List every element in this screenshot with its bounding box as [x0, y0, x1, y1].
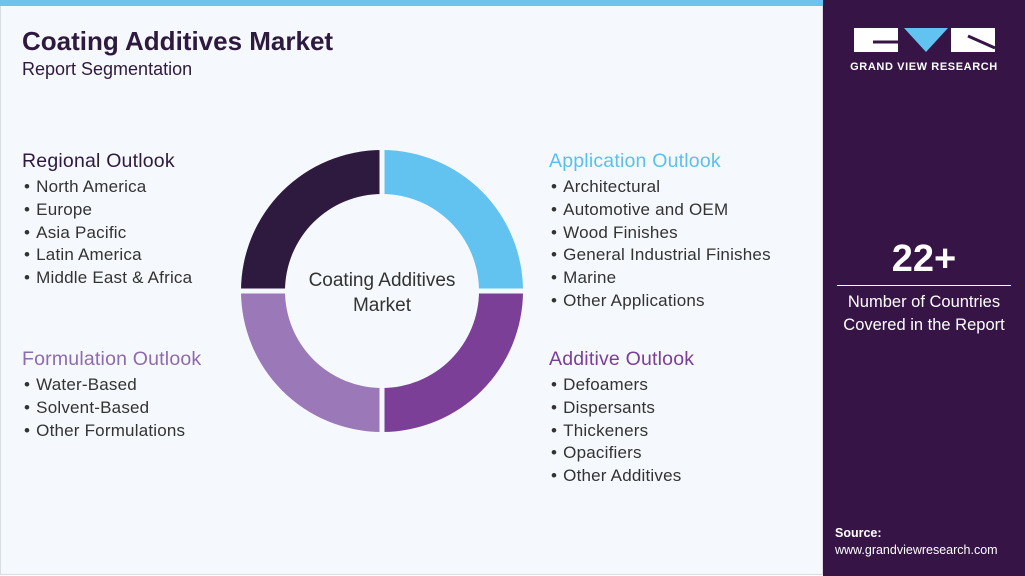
stat-label: Number of Countries Covered in the Repor…: [843, 293, 1005, 334]
segment-title: Formulation Outlook: [22, 348, 202, 370]
title: Coating Additives Market: [22, 26, 334, 56]
stat-value: 22+: [891, 238, 957, 280]
segment-item: Water-Based: [22, 374, 201, 397]
logo-block: [904, 28, 948, 52]
logo-block: [854, 28, 898, 52]
logo-line: [967, 34, 996, 50]
logo-block: [951, 28, 995, 52]
source-url: www.grandviewresearch.com: [835, 543, 998, 557]
segment-item: Opacifiers: [549, 442, 694, 465]
segment-item: North America: [22, 176, 192, 199]
segment-item: Defoamers: [549, 374, 694, 397]
top-bar: [0, 0, 823, 6]
center-label: Coating Additives Market: [308, 270, 456, 316]
segment-list: ArchitecturalAutomotive and OEMWood Fini…: [549, 176, 771, 313]
donut-segment: [382, 150, 523, 291]
segment-item: Thickeners: [549, 420, 694, 443]
segment-title: Regional Outlook: [22, 150, 175, 172]
segment-item: Europe: [22, 199, 192, 222]
logo-text: GRAND VIEW RESEARCH: [850, 61, 998, 73]
source-label: Source:: [835, 526, 882, 540]
segment-item: Asia Pacific: [22, 222, 192, 245]
donut-segment: [241, 291, 382, 432]
segment-item: Other Applications: [549, 290, 771, 313]
segment: Formulation Outlook Water-BasedSolvent-Ba…: [22, 348, 201, 442]
segment-list: North AmericaEuropeAsia PacificLatin Ame…: [22, 176, 192, 290]
segment-title: Additive Outlook: [549, 348, 695, 370]
donut-segment: [241, 150, 382, 291]
segment: Regional Outlook North AmericaEuropeAsia …: [22, 150, 192, 290]
segment: Additive Outlook DefoamersDispersantsThic…: [549, 348, 694, 488]
segment-item: Marine: [549, 267, 771, 290]
segment-item: Wood Finishes: [549, 222, 771, 245]
logo: [854, 28, 996, 52]
segment-item: Other Formulations: [22, 420, 201, 443]
donut-segment: [382, 291, 523, 432]
sidebar: GRAND VIEW RESEARCH 22+ Number of Countr…: [823, 0, 1025, 576]
segment-item: Automotive and OEM: [549, 199, 771, 222]
segment: Application Outlook ArchitecturalAutomoti…: [549, 150, 771, 313]
segment-item: Architectural: [549, 176, 771, 199]
segment-item: Other Additives: [549, 465, 694, 488]
segment-item: General Industrial Finishes: [549, 244, 771, 267]
segment-item: Middle East & Africa: [22, 267, 192, 290]
segment-title: Application Outlook: [549, 150, 721, 172]
donut: [241, 150, 523, 432]
segment-list: Water-BasedSolvent-BasedOther Formulatio…: [22, 374, 201, 442]
subtitle: Report Segmentation: [22, 59, 193, 79]
segment-item: Latin America: [22, 244, 192, 267]
segment-list: DefoamersDispersantsThickenersOpacifiers…: [549, 374, 694, 488]
segment-item: Solvent-Based: [22, 397, 201, 420]
divider: [837, 285, 1011, 286]
segment-item: Dispersants: [549, 397, 694, 420]
